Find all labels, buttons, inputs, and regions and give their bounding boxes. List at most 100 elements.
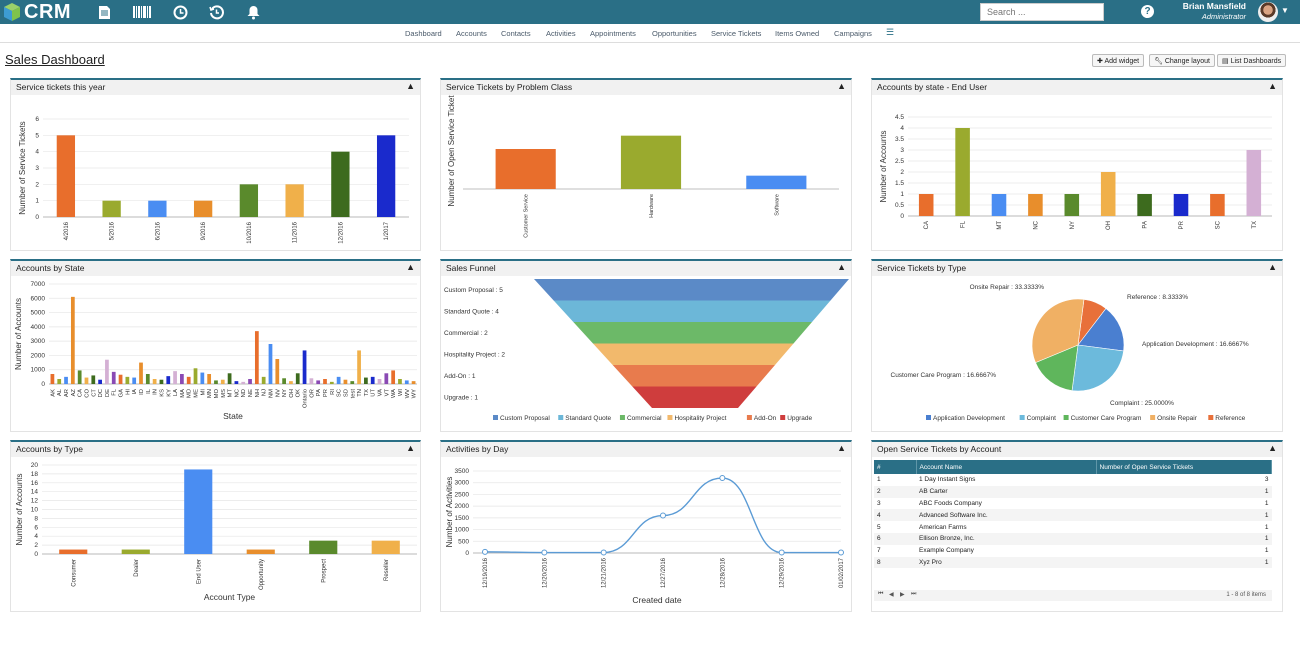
legend-swatch: [558, 415, 564, 420]
account-name: ABC Foods Company: [919, 499, 982, 507]
x-axis-title: State: [223, 411, 243, 421]
y-tick-label: 1500: [455, 515, 470, 522]
x-tick-label: NC: [234, 389, 240, 397]
y-axis-title: Number of Accounts: [879, 130, 888, 202]
x-tick-label: TN: [357, 389, 363, 397]
help-icon[interactable]: ?: [1141, 5, 1154, 18]
chevron-down-icon[interactable]: ▼: [1281, 6, 1289, 15]
barcode-icon[interactable]: [132, 2, 152, 22]
table-row[interactable]: 6 Ellison Bronze, Inc. 1: [874, 532, 1272, 545]
x-tick-label: PA: [1143, 221, 1149, 229]
pager-info: 1 - 8 of 8 items: [1226, 592, 1266, 598]
y-tick-label: 1: [900, 191, 904, 198]
table-row[interactable]: 8 Xyz Pro 1: [874, 556, 1272, 569]
x-tick-label: HI: [125, 389, 131, 395]
legend-label: Reference: [1215, 415, 1245, 422]
y-axis-title: Number of Service Tickets: [18, 121, 27, 214]
table-row[interactable]: 4 Advanced Software Inc. 1: [874, 509, 1272, 522]
x-tick-label: 12/21/2016: [602, 557, 608, 588]
prev-page-icon[interactable]: ◀: [889, 592, 894, 598]
collapse-icon[interactable]: ▲: [406, 81, 415, 91]
y-tick-label: 2: [900, 169, 904, 176]
x-tick-label: Reseller: [384, 559, 390, 581]
nav-items-owned[interactable]: Items Owned: [775, 29, 820, 38]
bar: [261, 376, 266, 384]
first-page-icon[interactable]: ⏮: [878, 591, 884, 597]
legend-swatch: [493, 415, 498, 420]
table-row[interactable]: 7 Example Company 1: [874, 545, 1272, 557]
bar: [105, 359, 109, 384]
next-page-icon[interactable]: ▶: [900, 592, 905, 598]
row-number: 4: [874, 509, 916, 522]
nav-contacts[interactable]: Contacts: [501, 29, 531, 38]
bar: [620, 135, 682, 189]
nav-appointments[interactable]: Appointments: [590, 29, 636, 38]
nav-dashboard[interactable]: Dashboard: [405, 29, 442, 38]
x-tick-label: SC: [337, 389, 343, 397]
ticket-count: 1: [1096, 556, 1272, 569]
document-icon[interactable]: [94, 2, 114, 22]
widget-title: Accounts by State: [16, 263, 85, 273]
bar: [411, 381, 416, 384]
collapse-icon[interactable]: ▲: [1268, 81, 1277, 91]
table-row[interactable]: 1 1 Day Instant Signs 3: [874, 474, 1272, 486]
y-tick-label: 2000: [455, 503, 470, 510]
user-name: Brian Mansfield: [1182, 1, 1246, 11]
row-number: 5: [877, 523, 881, 531]
avatar[interactable]: [1258, 2, 1278, 22]
collapse-icon[interactable]: ▲: [837, 443, 846, 453]
menu-icon[interactable]: ☰: [886, 27, 895, 37]
nav-campaigns[interactable]: Campaigns: [834, 29, 872, 38]
collapse-icon[interactable]: ▲: [837, 81, 846, 91]
open-tickets-table: # Account Name Number of Open Service Ti…: [874, 460, 1272, 569]
legend-label: Add-On: [754, 415, 777, 422]
collapse-icon[interactable]: ▲: [406, 262, 415, 272]
collapse-icon[interactable]: ▲: [406, 443, 415, 453]
column-header-open-tickets[interactable]: Number of Open Service Tickets: [1096, 460, 1272, 474]
chart-tickets-by-problem-class: Customer ServiceHardwareSoftwareProblem …: [447, 91, 839, 260]
bar: [64, 376, 68, 384]
widget-title: Accounts by Type: [16, 444, 83, 454]
x-tick-label: VA: [378, 389, 384, 396]
pie-slice: [1077, 308, 1125, 352]
row-number: 8: [874, 556, 916, 569]
nav-opportunities[interactable]: Opportunities: [652, 29, 697, 38]
funnel-label: Custom Proposal : 5: [444, 287, 503, 294]
x-tick-label: GA: [119, 389, 125, 398]
collapse-icon[interactable]: ▲: [837, 262, 846, 272]
collapse-icon[interactable]: ▲: [1268, 262, 1277, 272]
row-number: 2: [874, 485, 916, 498]
widget-title: Open Service Tickets by Account: [877, 444, 1002, 454]
collapse-icon[interactable]: ▲: [1268, 443, 1277, 453]
account-name: Ellison Bronze, Inc.: [916, 532, 1096, 545]
nav-accounts[interactable]: Accounts: [456, 29, 487, 38]
last-page-icon[interactable]: ⏭: [911, 591, 917, 597]
x-tick-label: 12/27/2016: [661, 557, 667, 588]
bar: [275, 359, 280, 384]
search-input[interactable]: [980, 3, 1104, 21]
table-row[interactable]: 5 American Farms 1: [874, 521, 1272, 533]
clock-icon[interactable]: [170, 2, 190, 22]
column-header-account-name[interactable]: Account Name: [916, 460, 1097, 474]
bar: [329, 381, 334, 384]
table-row[interactable]: 3 ABC Foods Company 1: [874, 498, 1272, 510]
nav-service-tickets[interactable]: Service Tickets: [711, 29, 762, 38]
bar: [285, 184, 304, 217]
bell-icon[interactable]: [243, 2, 263, 22]
column-header-number[interactable]: #: [874, 460, 917, 474]
add-widget-button[interactable]: ✚ Add widget: [1092, 54, 1145, 67]
y-tick-label: 4: [900, 125, 904, 132]
table-row[interactable]: 2 AB Carter 1: [874, 485, 1272, 498]
x-tick-label: MO: [214, 389, 220, 399]
nav-activities[interactable]: Activities: [546, 29, 576, 38]
legend-swatch: [619, 415, 625, 420]
y-tick-label: 3: [900, 147, 904, 154]
account-name: Example Company: [919, 547, 974, 555]
history-icon[interactable]: [206, 2, 226, 22]
list-dashboards-button[interactable]: ▤ List Dashboards: [1217, 54, 1287, 67]
y-axis-title: Number of Open Service Tickets: [447, 95, 456, 207]
x-tick-label: MT: [228, 389, 234, 398]
x-tick-label: ID: [139, 389, 145, 395]
crm-logo[interactable]: CRM: [0, 0, 71, 24]
change-layout-button[interactable]: 🔧︎ Change layout: [1149, 54, 1215, 67]
